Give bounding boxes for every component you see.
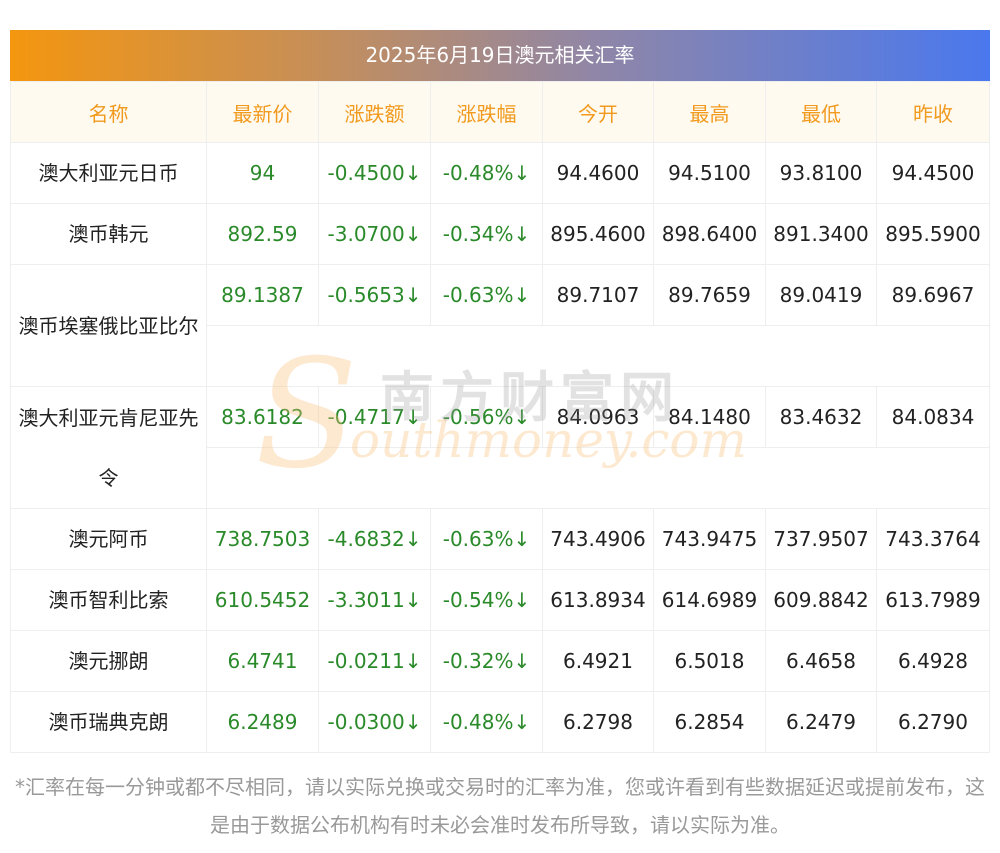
latest-price: 83.6182 (206, 386, 319, 448)
currency-name: 澳币智利比索 (10, 569, 207, 631)
col-header-prev: 昨收 (876, 81, 990, 143)
table-title: 2025年6月19日澳元相关汇率 (10, 30, 990, 81)
change-amount: -0.0211↓ (318, 630, 431, 692)
low-price: 6.4658 (765, 630, 877, 692)
high-price: 743.9475 (653, 508, 766, 570)
table-row: 澳币埃塞俄比亚比尔 89.1387 -0.5653↓ -0.63%↓ 89.71… (10, 264, 990, 387)
col-header-change: 涨跌额 (318, 81, 431, 143)
disclaimer-note: *汇率在每一分钟或都不尽相同，请以实际兑换或交易时的汇率为准，您或许看到有些数据… (15, 775, 985, 837)
table-row: 澳大利亚元肯尼亚先令 83.6182 -0.4717↓ -0.56%↓ 84.0… (10, 386, 990, 509)
latest-price: 6.4741 (206, 630, 319, 692)
currency-name: 澳币瑞典克朗 (10, 691, 207, 753)
table-row: 澳元挪朗 6.4741 -0.0211↓ -0.32%↓ 6.4921 6.50… (10, 630, 990, 692)
low-price: 737.9507 (765, 508, 877, 570)
prev-close: 6.4928 (876, 630, 990, 692)
high-price: 94.5100 (653, 142, 766, 204)
prev-close: 613.7989 (876, 569, 990, 631)
latest-price: 892.59 (206, 203, 319, 265)
open-price: 6.4921 (542, 630, 654, 692)
change-pct: -0.63%↓ (430, 508, 543, 570)
high-price: 614.6989 (653, 569, 766, 631)
table-row: 澳大利亚元日币 94 -0.4500↓ -0.48%↓ 94.4600 94.5… (10, 142, 990, 204)
high-price: 6.5018 (653, 630, 766, 692)
latest-price: 610.5452 (206, 569, 319, 631)
low-price: 609.8842 (765, 569, 877, 631)
table-row: 澳币韩元 892.59 -3.0700↓ -0.34%↓ 895.4600 89… (10, 203, 990, 265)
table-row-spacer (11, 447, 990, 509)
currency-name: 澳币韩元 (10, 203, 207, 265)
prev-close: 6.2790 (876, 691, 990, 753)
open-price: 895.4600 (542, 203, 654, 265)
header-row: 名称 最新价 涨跌额 涨跌幅 今开 最高 最低 昨收 (10, 81, 990, 143)
rate-panel: 2025年6月19日澳元相关汇率 名称 最新价 涨跌额 涨跌幅 今开 最高 最低… (10, 30, 990, 753)
open-price: 89.7107 (542, 264, 654, 326)
prev-close: 84.0834 (876, 386, 990, 448)
change-pct: -0.48%↓ (430, 142, 543, 204)
col-header-pct: 涨跌幅 (430, 81, 543, 143)
table-row: 澳元阿币 738.7503 -4.6832↓ -0.63%↓ 743.4906 … (10, 508, 990, 570)
latest-price: 94 (206, 142, 319, 204)
table-row: 澳币智利比索 610.5452 -3.3011↓ -0.54%↓ 613.893… (10, 569, 990, 631)
change-pct: -0.54%↓ (430, 569, 543, 631)
rate-table: 名称 最新价 涨跌额 涨跌幅 今开 最高 最低 昨收 澳大利亚元日币 94 -0… (10, 81, 990, 753)
change-pct: -0.32%↓ (430, 630, 543, 692)
prev-close: 89.6967 (876, 264, 990, 326)
open-price: 613.8934 (542, 569, 654, 631)
currency-name: 澳元阿币 (10, 508, 207, 570)
change-amount: -0.4500↓ (318, 142, 431, 204)
currency-name: 澳大利亚元日币 (10, 142, 207, 204)
low-price: 89.0419 (765, 264, 877, 326)
currency-name: 澳大利亚元肯尼亚先令 (10, 386, 207, 509)
high-price: 6.2854 (653, 691, 766, 753)
prev-close: 743.3764 (876, 508, 990, 570)
change-pct: -0.34%↓ (430, 203, 543, 265)
change-amount: -3.3011↓ (318, 569, 431, 631)
latest-price: 738.7503 (206, 508, 319, 570)
low-price: 83.4632 (765, 386, 877, 448)
low-price: 6.2479 (765, 691, 877, 753)
row-spacer (206, 447, 990, 509)
latest-price: 89.1387 (206, 264, 319, 326)
low-price: 891.3400 (765, 203, 877, 265)
currency-name: 澳币埃塞俄比亚比尔 (10, 264, 207, 387)
change-pct: -0.48%↓ (430, 691, 543, 753)
change-amount: -0.0300↓ (318, 691, 431, 753)
col-header-latest: 最新价 (206, 81, 319, 143)
change-pct: -0.63%↓ (430, 264, 543, 326)
table-row: 澳币瑞典克朗 6.2489 -0.0300↓ -0.48%↓ 6.2798 6.… (10, 691, 990, 753)
currency-name: 澳元挪朗 (10, 630, 207, 692)
open-price: 94.4600 (542, 142, 654, 204)
high-price: 89.7659 (653, 264, 766, 326)
col-header-open: 今开 (542, 81, 654, 143)
high-price: 898.6400 (653, 203, 766, 265)
change-amount: -3.0700↓ (318, 203, 431, 265)
change-amount: -0.5653↓ (318, 264, 431, 326)
change-pct: -0.56%↓ (430, 386, 543, 448)
prev-close: 94.4500 (876, 142, 990, 204)
row-spacer (206, 325, 990, 387)
change-amount: -0.4717↓ (318, 386, 431, 448)
change-amount: -4.6832↓ (318, 508, 431, 570)
col-header-name: 名称 (10, 81, 207, 143)
latest-price: 6.2489 (206, 691, 319, 753)
col-header-high: 最高 (653, 81, 766, 143)
high-price: 84.1480 (653, 386, 766, 448)
table-row-spacer (11, 325, 990, 387)
prev-close: 895.5900 (876, 203, 990, 265)
low-price: 93.8100 (765, 142, 877, 204)
col-header-low: 最低 (765, 81, 877, 143)
open-price: 84.0963 (542, 386, 654, 448)
open-price: 743.4906 (542, 508, 654, 570)
open-price: 6.2798 (542, 691, 654, 753)
